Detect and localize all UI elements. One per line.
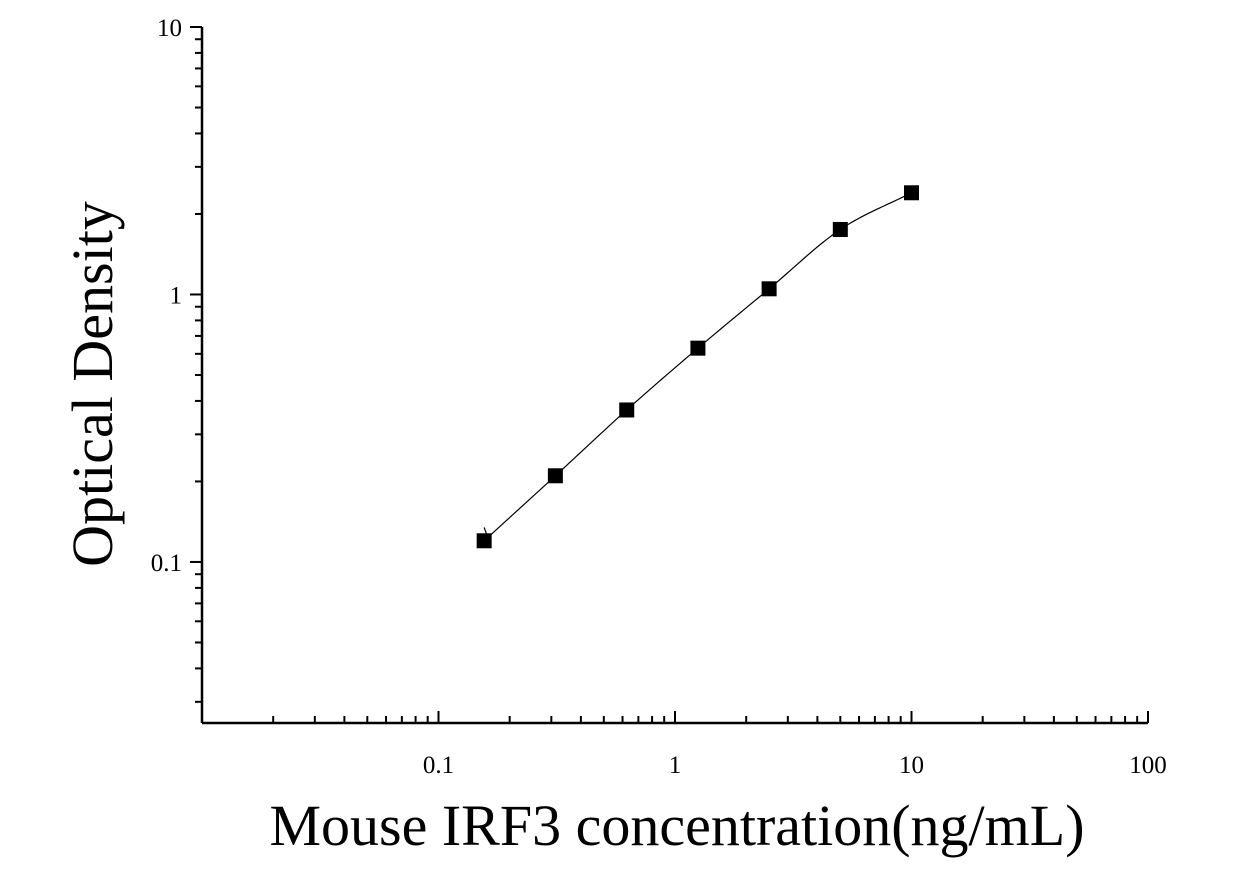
y-tick-label: 10 [157,15,182,42]
y-tick-label: 0.1 [151,550,182,577]
y-axis-ticks [190,26,202,703]
data-point [476,533,492,549]
data-point [547,468,563,484]
data-point [904,185,919,201]
data-point [690,340,706,356]
x-axis-tick-labels: 0.1 1 10 100 [423,752,1167,779]
fit-curve [483,192,912,539]
x-tick-label: 0.1 [423,752,454,779]
y-tick-label: 1 [170,282,183,309]
x-tick-label: 100 [1129,752,1167,779]
x-axis-title: Mouse IRF3 concentration(ng/mL) [269,793,1084,858]
data-point [832,221,848,237]
y-axis-title: Optical Density [60,201,125,567]
x-tick-label: 10 [899,752,924,779]
data-point [619,402,635,418]
x-tick-label: 1 [669,752,682,779]
axes [200,27,1148,725]
data-points [476,185,919,549]
x-axis-ticks [201,711,1149,723]
data-point [761,281,777,297]
y-axis-tick-labels: 0.1 1 10 [151,15,182,577]
